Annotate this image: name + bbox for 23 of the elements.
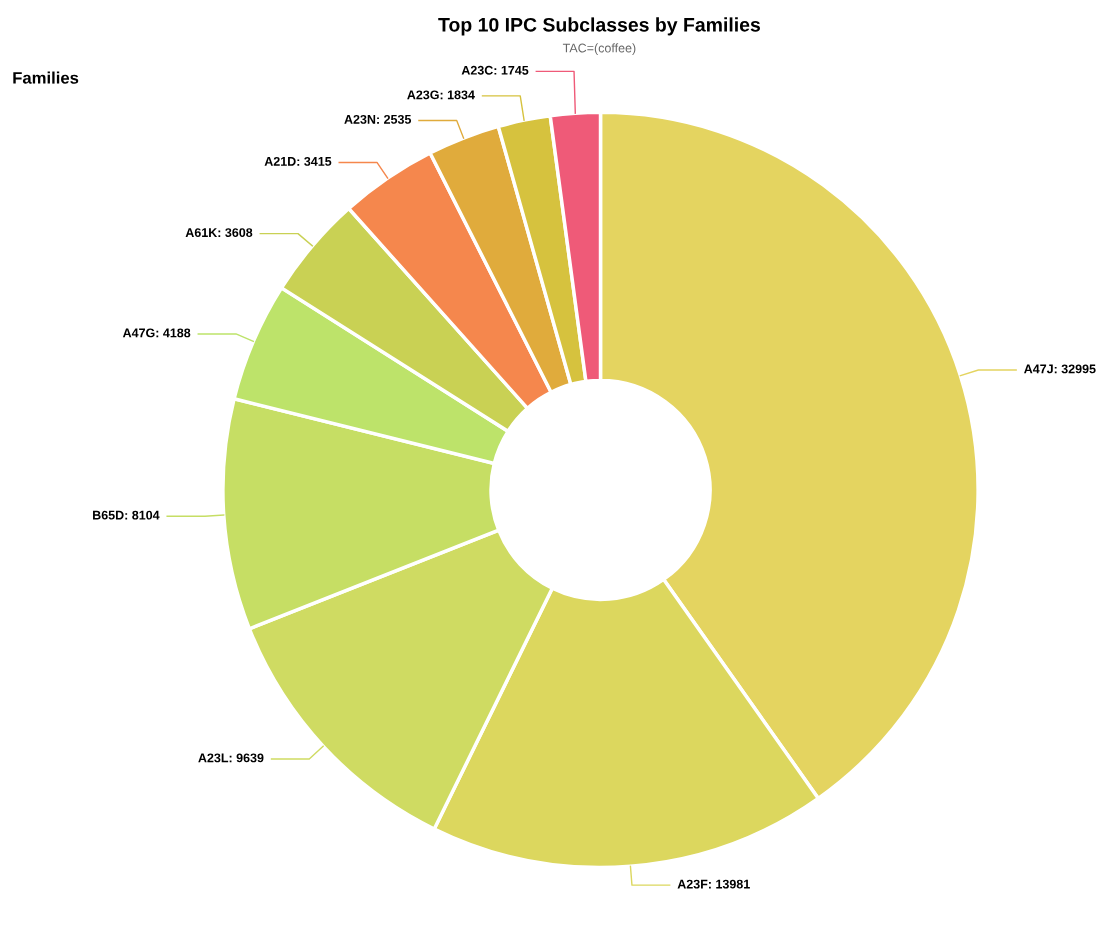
data-label: : 3608 — [218, 228, 253, 238]
data-label: : 1834 — [440, 90, 475, 100]
slice-label: B65D — [93, 510, 124, 520]
data-label: : 4188 — [156, 328, 191, 338]
slice-label: A23C — [461, 65, 493, 75]
chart-title: Top 10 IPC Subclasses by Families — [438, 17, 760, 36]
data-label: : 9639 — [229, 753, 264, 763]
slice-label: A21D — [264, 156, 296, 166]
data-label: : 1745 — [494, 66, 529, 75]
data-label: : 13981 — [709, 879, 750, 889]
slice-label: A23F — [677, 879, 708, 889]
text: Families — [13, 71, 79, 84]
slice-label: A61K — [185, 228, 218, 237]
data-label: : 2535 — [377, 114, 412, 124]
slice-label: A23N — [344, 114, 376, 124]
data-label: : 32995 — [1054, 364, 1096, 374]
data-label: : 3415 — [297, 156, 332, 166]
chart-subtitle: TAC=(coffee) — [562, 43, 636, 55]
slice-label: A47G — [122, 328, 155, 338]
slice-label: A23L — [198, 753, 229, 763]
slice-label: A23G — [407, 90, 439, 100]
slice-label: A47J — [1024, 364, 1053, 374]
data-label: : 8104 — [125, 510, 160, 520]
